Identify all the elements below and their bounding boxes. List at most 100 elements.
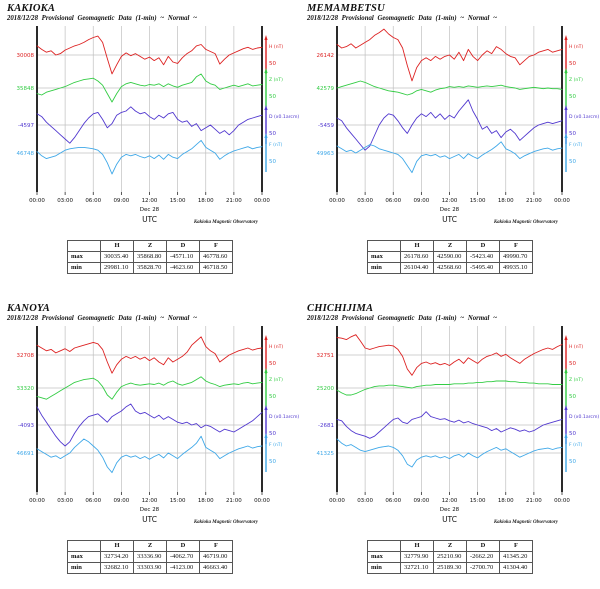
- scale-value-label: 50: [569, 94, 576, 100]
- x-tick-label: 12:00: [142, 498, 158, 504]
- min-z: 33303.90: [133, 562, 167, 574]
- y-axis-label-Z: 42579: [317, 86, 335, 92]
- minmax-table-kakioka: H Z D F max 30035.40 35868.80 -4571.10 4…: [67, 240, 233, 274]
- trace-Z: [36, 376, 263, 400]
- x-tick-label: 00:00: [554, 498, 570, 504]
- x-tick-label: 06:00: [385, 198, 401, 204]
- observatory-credit: Kakioka Magnetic Observatory: [193, 520, 259, 525]
- scale-bar-arrow-icon: [564, 433, 568, 438]
- x-tick-label: 00:00: [29, 198, 45, 204]
- table-header-row: H Z D F: [67, 540, 233, 552]
- scale-value-label: 50: [269, 131, 276, 137]
- station-name: CHICHIJIMA: [307, 303, 374, 314]
- observatory-credit: Kakioka Magnetic Observatory: [493, 220, 559, 225]
- min-h: 32682.10: [100, 562, 134, 574]
- row-label-min: min: [67, 262, 101, 274]
- table-header-row: H Z D F: [67, 240, 233, 252]
- y-axis-label-F: 46691: [17, 451, 35, 457]
- unit-label-H: H (nT): [269, 344, 283, 350]
- row-label-min: min: [67, 562, 101, 574]
- panel-subtitle: 2018/12/28 Provisional Geomagnetic Data …: [7, 315, 197, 322]
- x-tick-label: 21:00: [526, 198, 542, 204]
- x-tick-label: 00:00: [29, 498, 45, 504]
- scale-value-label: 50: [269, 159, 276, 165]
- trace-H: [336, 28, 563, 82]
- station-panel-chichijima: CHICHIJIMA 2018/12/28 Provisional Geomag…: [300, 300, 600, 589]
- trace-D: [36, 106, 263, 144]
- utc-label: UTC: [442, 515, 457, 524]
- unit-label-Z: Z (nT): [569, 377, 583, 383]
- scale-bar-arrow-icon: [564, 105, 568, 110]
- max-f: 41345.20: [499, 551, 533, 563]
- station-name: KANOYA: [7, 303, 51, 314]
- col-header-f: F: [199, 540, 233, 552]
- col-header-z: Z: [433, 540, 467, 552]
- x-tick-label: 03:00: [357, 498, 373, 504]
- trace-D: [36, 403, 263, 447]
- trace-Z: [336, 380, 563, 396]
- unit-label-H: H (nT): [569, 44, 583, 50]
- x-tick-label: 03:00: [57, 498, 73, 504]
- col-header-d: D: [166, 240, 200, 252]
- y-axis-label-D: -2681: [318, 423, 334, 429]
- x-tick-label: 00:00: [254, 198, 270, 204]
- y-axis-label-F: 46748: [17, 151, 35, 157]
- x-tick-label: 15:00: [470, 498, 486, 504]
- max-d: -2662.20: [466, 551, 500, 563]
- station-name: MEMAMBETSU: [307, 3, 385, 14]
- scale-bar-arrow-icon: [564, 35, 568, 40]
- unit-label-F: F (nT): [269, 142, 283, 148]
- scale-bar-arrow-icon: [264, 133, 268, 138]
- unit-label-H: H (nT): [269, 44, 283, 50]
- scale-bar-arrow-icon: [264, 405, 268, 410]
- y-axis-label-Z: 33320: [17, 386, 35, 392]
- table-header-row: H Z D F: [367, 540, 533, 552]
- y-axis-label-Z: 35848: [17, 86, 35, 92]
- trace-F: [36, 435, 263, 474]
- utc-label: UTC: [142, 215, 157, 224]
- min-d: -5495.40: [466, 262, 500, 274]
- scale-bar-arrow-icon: [264, 433, 268, 438]
- scale-value-label: 50: [269, 394, 276, 400]
- min-z: 25189.30: [433, 562, 467, 574]
- col-header-z: Z: [133, 540, 167, 552]
- row-label-max: max: [367, 251, 401, 263]
- scale-bar-arrow-icon: [564, 405, 568, 410]
- x-tick-label: 12:00: [442, 198, 458, 204]
- scale-value-label: 50: [569, 361, 576, 367]
- trace-F: [36, 139, 263, 175]
- table-row-min: min 26104.40 42568.60 -5495.40 49935.10: [367, 262, 533, 274]
- x-tick-label: 06:00: [85, 198, 101, 204]
- corner-cell: [367, 540, 401, 552]
- max-f: 46778.60: [199, 251, 233, 263]
- utc-label: UTC: [142, 515, 157, 524]
- scale-value-label: 50: [269, 459, 276, 465]
- col-header-f: F: [499, 240, 533, 252]
- corner-cell: [67, 540, 101, 552]
- col-header-f: F: [499, 540, 533, 552]
- x-tick-label: 12:00: [442, 498, 458, 504]
- date-label: Dec 28: [140, 207, 160, 213]
- x-tick-label: 03:00: [357, 198, 373, 204]
- panel-subtitle: 2018/12/28 Provisional Geomagnetic Data …: [7, 15, 197, 22]
- scale-bar-arrow-icon: [264, 335, 268, 340]
- date-label: Dec 28: [140, 507, 160, 513]
- scale-value-label: 50: [569, 159, 576, 165]
- scale-value-label: 50: [569, 61, 576, 67]
- row-label-max: max: [367, 551, 401, 563]
- y-axis-label-H: 32751: [317, 353, 335, 359]
- max-f: 46719.00: [199, 551, 233, 563]
- min-f: 46718.50: [199, 262, 233, 274]
- max-z: 35868.80: [133, 251, 167, 263]
- min-z: 42568.60: [433, 262, 467, 274]
- row-label-max: max: [67, 251, 101, 263]
- x-tick-label: 00:00: [554, 198, 570, 204]
- x-tick-label: 09:00: [413, 498, 429, 504]
- station-panel-kakioka: KAKIOKA 2018/12/28 Provisional Geomagnet…: [0, 0, 300, 300]
- max-z: 42590.00: [433, 251, 467, 263]
- unit-label-Z: Z (nT): [269, 377, 283, 383]
- x-tick-label: 18:00: [498, 198, 514, 204]
- scale-value-label: 50: [269, 361, 276, 367]
- table-row-max: max 32734.20 33336.90 -4062.70 46719.00: [67, 551, 233, 563]
- col-header-h: H: [100, 240, 134, 252]
